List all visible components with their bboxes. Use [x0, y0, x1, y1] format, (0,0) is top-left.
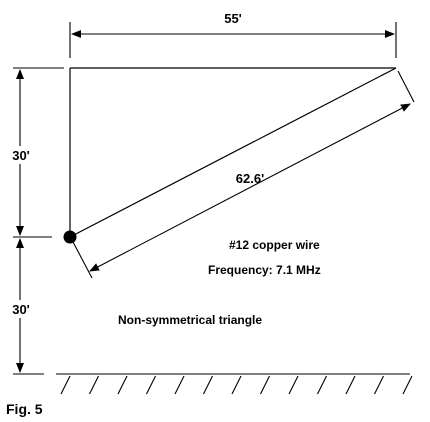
feedpoint-dot [63, 230, 77, 244]
wire-note: #12 copper wire [229, 238, 320, 252]
ground-hatch [89, 375, 99, 395]
shape-note: Non-symmetrical triangle [118, 313, 262, 327]
ground-hatch [60, 375, 71, 395]
ground-hatch [402, 375, 413, 395]
upper-height-label: 30' [12, 148, 30, 163]
ground-hatch [317, 375, 327, 395]
frequency-note: Frequency: 7.1 MHz [208, 263, 321, 277]
top-span-label: 55' [224, 11, 242, 26]
ground-hatch [117, 375, 128, 395]
ground [56, 373, 413, 395]
diagonal-extension-upper [397, 70, 415, 103]
ground-hatch [146, 375, 156, 395]
ground-hatch [260, 375, 270, 395]
ground-hatching [60, 375, 413, 395]
ground-hatch [288, 375, 299, 395]
top-dimension: 55' [69, 11, 397, 58]
upper-height-label-bg [6, 146, 36, 164]
triangle-antenna [63, 67, 397, 244]
ground-hatch [231, 375, 242, 395]
diagonal-dimension: 62.6' [71, 70, 415, 279]
ground-hatch [174, 375, 185, 395]
ground-hatch [203, 375, 213, 395]
lower-height-label: 30' [12, 302, 30, 317]
ground-hatch [345, 375, 356, 395]
diagonal-dimension-arrow [89, 103, 411, 272]
antenna-diagonal-wire [69, 67, 397, 238]
left-dimensions: 30' 30' [6, 67, 64, 375]
ground-hatch [374, 375, 384, 395]
figure-label: Fig. 5 [6, 401, 43, 417]
diagonal-extension-lower [71, 239, 93, 279]
lower-height-label-bg [6, 300, 36, 318]
diagonal-label: 62.6' [236, 171, 264, 186]
